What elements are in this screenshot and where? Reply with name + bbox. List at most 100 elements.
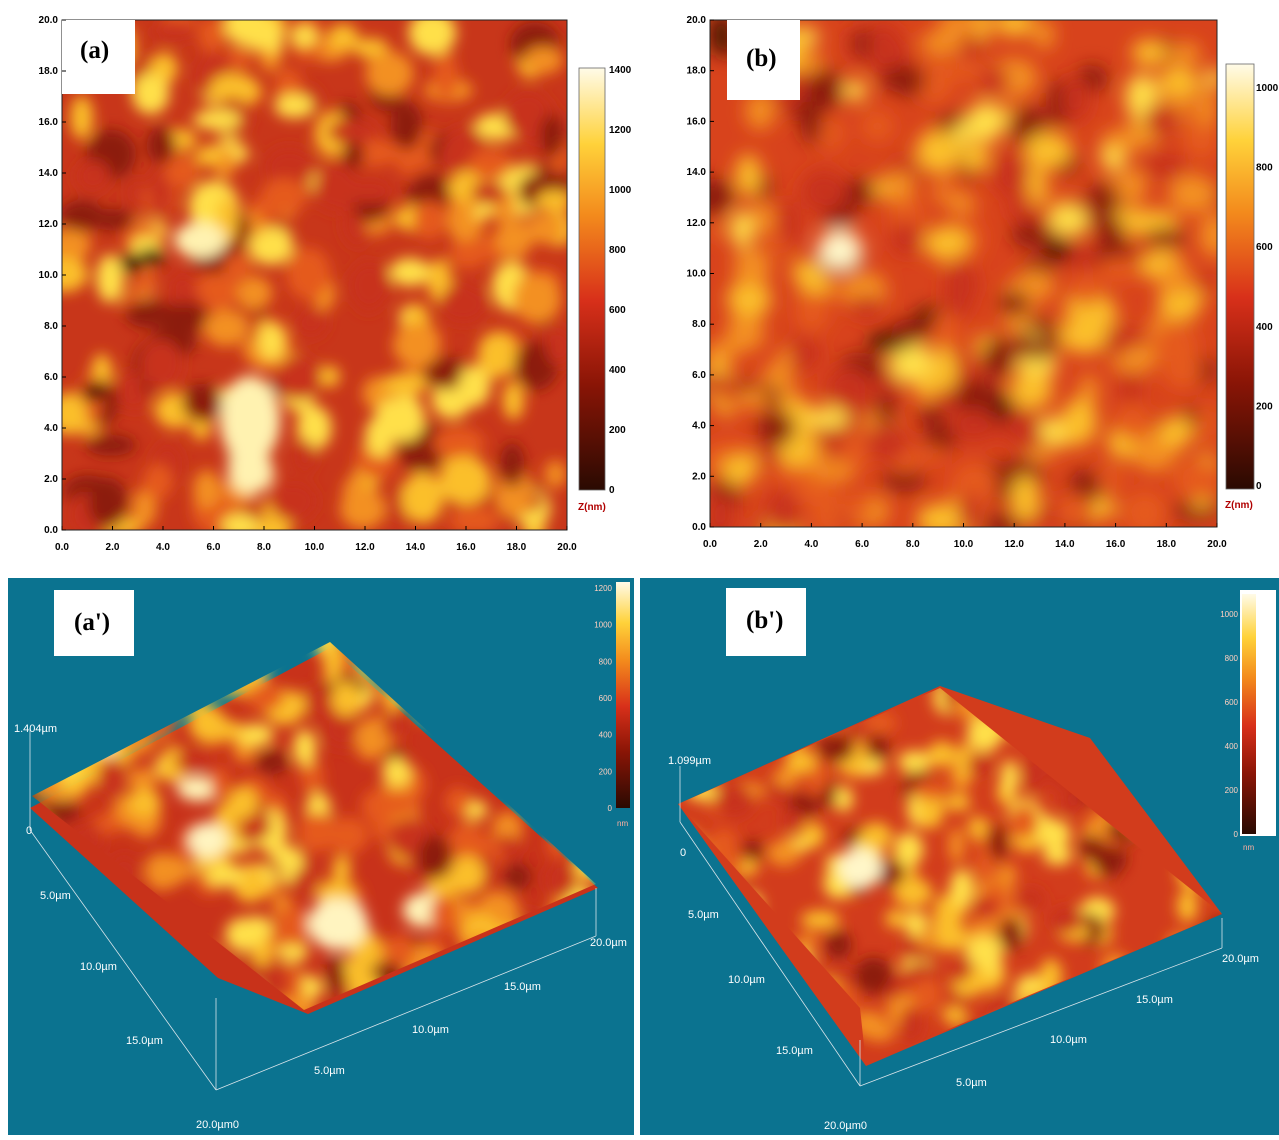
- height-feature: [164, 154, 199, 188]
- colorbar-unit-a3d: nm: [617, 819, 628, 828]
- colorbar-b: [1225, 63, 1255, 490]
- axis-label: 20.0µm: [1222, 953, 1259, 965]
- axis-label: 10.0µm: [728, 974, 765, 986]
- height-feature: [70, 95, 93, 140]
- height-feature: [195, 146, 222, 167]
- height-feature: [34, 940, 55, 960]
- height-feature: [438, 139, 469, 172]
- right-axis-labels-b: 5.0µm 10.0µm 15.0µm 20.0µm: [956, 953, 1259, 1089]
- height-feature: [575, 642, 596, 671]
- height-feature: [795, 466, 815, 492]
- height-feature: [102, 706, 137, 725]
- height-feature: [1162, 352, 1203, 389]
- height-feature: [785, 748, 817, 774]
- height-feature: [772, 767, 800, 788]
- height-feature: [558, 748, 581, 774]
- colorbar-tick-label: 1200: [594, 584, 612, 593]
- height-feature: [850, 295, 883, 319]
- height-feature: [432, 427, 485, 460]
- height-feature: [111, 688, 136, 726]
- tick-label: 6.0: [692, 370, 706, 381]
- height-feature: [1010, 803, 1039, 839]
- height-feature: [432, 649, 473, 675]
- height-feature: [519, 755, 540, 797]
- colorbar-tick-label: 1200: [609, 125, 632, 136]
- height-feature: [381, 758, 412, 787]
- colorbar-tick-label: 400: [1225, 742, 1239, 751]
- height-feature: [365, 51, 414, 96]
- tick-label: 6.0: [44, 372, 58, 383]
- height-feature: [1142, 104, 1182, 136]
- height-feature: [798, 277, 838, 296]
- height-feature: [204, 863, 244, 887]
- height-feature: [1141, 754, 1169, 773]
- height-feature: [681, 715, 706, 737]
- colorbar-tick-label: 0: [1234, 830, 1239, 839]
- label-box-a: [62, 20, 135, 94]
- height-feature: [744, 721, 765, 758]
- height-feature: [696, 1013, 721, 1030]
- height-feature: [938, 20, 984, 35]
- height-feature: [62, 231, 90, 259]
- height-feature: [893, 877, 933, 908]
- height-feature: [134, 708, 177, 737]
- height-feature: [85, 434, 136, 456]
- height-feature: [735, 154, 761, 197]
- tick-label: 8.0: [906, 539, 920, 550]
- height-feature: [718, 729, 740, 766]
- height-feature: [32, 965, 65, 986]
- height-feature: [317, 365, 340, 388]
- height-feature: [131, 73, 170, 115]
- height-feature: [974, 852, 997, 880]
- height-feature: [713, 748, 740, 775]
- height-feature: [841, 431, 870, 472]
- height-feature: [1114, 403, 1152, 440]
- height-feature: [1088, 688, 1119, 718]
- height-feature: [927, 741, 957, 768]
- height-feature: [64, 650, 95, 689]
- tick-label: 4.0: [692, 421, 706, 432]
- height-feature: [822, 688, 844, 700]
- height-feature: [1055, 688, 1091, 706]
- height-feature: [314, 164, 358, 212]
- height-feature: [833, 786, 854, 812]
- tick-label: 16.0: [39, 117, 59, 128]
- height-feature: [1111, 688, 1144, 702]
- height-feature: [417, 835, 453, 880]
- height-feature: [994, 20, 1035, 37]
- height-feature: [710, 178, 735, 213]
- tick-label: 10.0: [687, 269, 707, 280]
- height-feature: [1128, 723, 1157, 753]
- height-feature: [1127, 1005, 1146, 1043]
- height-feature: [918, 406, 946, 426]
- height-feature: [1033, 688, 1066, 707]
- height-feature: [327, 119, 378, 145]
- tick-label: 0.0: [692, 522, 706, 533]
- height-feature: [1170, 688, 1206, 720]
- height-feature: [839, 495, 873, 520]
- colorbar-tick-label: 800: [1256, 163, 1273, 174]
- height-feature: [904, 910, 927, 937]
- height-feature: [580, 736, 596, 772]
- tick-label: 6.0: [855, 539, 869, 550]
- height-feature: [875, 392, 896, 427]
- panel-label-b3d: (b'): [746, 607, 784, 634]
- height-feature: [1095, 1016, 1132, 1054]
- height-feature: [822, 692, 848, 716]
- tick-label: 0.0: [703, 539, 717, 550]
- height-feature: [806, 688, 838, 695]
- height-feature: [67, 977, 107, 1010]
- height-feature: [1204, 1008, 1222, 1030]
- height-feature: [1169, 953, 1193, 982]
- colorbar-a3d: [616, 582, 630, 808]
- height-feature: [1024, 132, 1072, 169]
- colorbar-tick-label: 0: [608, 804, 613, 813]
- axis-label: 5.0µm: [40, 890, 71, 902]
- height-feature: [534, 763, 555, 787]
- height-feature: [449, 855, 485, 895]
- height-feature: [127, 996, 153, 1010]
- height-feature: [422, 356, 469, 390]
- height-feature: [174, 749, 212, 773]
- height-feature: [949, 868, 975, 908]
- height-feature: [406, 685, 430, 714]
